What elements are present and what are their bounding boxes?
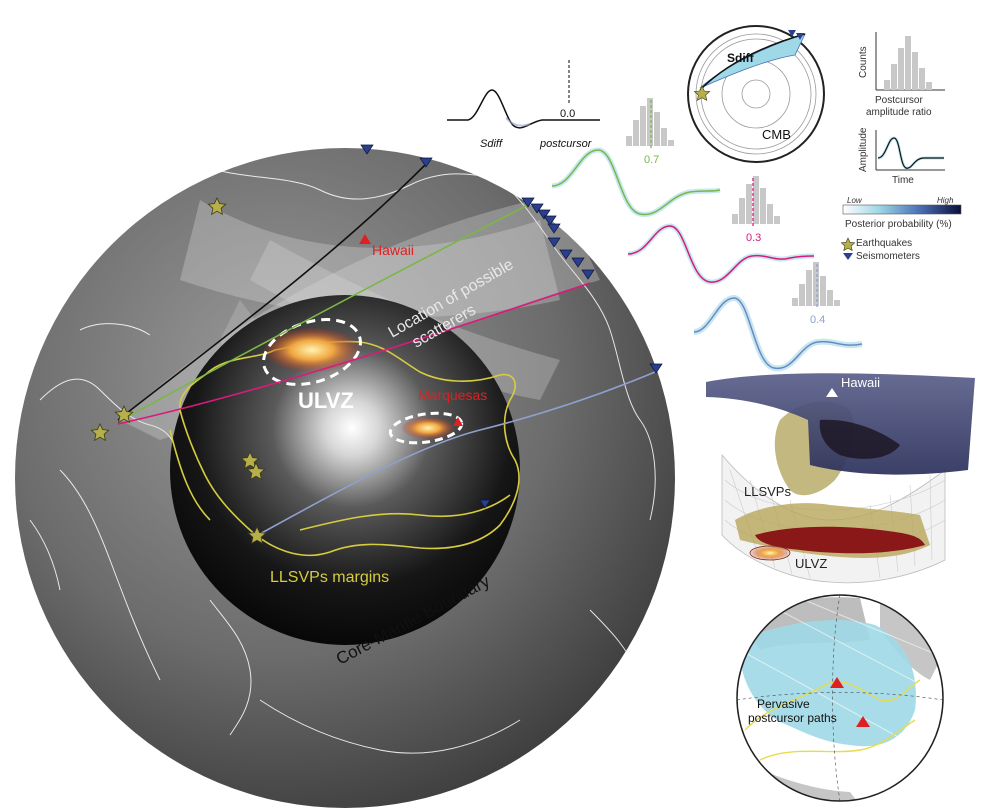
seismometer-icon [537,209,551,220]
seismometer-icon [571,257,585,268]
green-path-value: 0.7 [644,154,659,166]
ray-path-green [117,204,529,423]
ray-diagram-station-icon [788,30,804,40]
map-inset-border [736,594,944,802]
ray-path-black [117,164,426,421]
pink-trace [627,225,815,283]
hawaii-marker-icon [359,234,371,244]
map-marquesas-marker-icon [856,716,870,727]
seismometer-icon [530,203,544,214]
map-hawaii-marker-icon [830,677,844,688]
model-hawaii-marker-icon [826,388,838,397]
model-llsvps-label: LLSVPs [744,484,791,499]
legend-amplitude-label: Amplitude [858,127,869,172]
green-trace-envelope [551,147,721,217]
map-land-right [880,600,943,680]
earthquake-stars [90,197,267,545]
legend-earthquake-icon [840,237,856,252]
sdiff-reference-envelope [505,117,531,127]
seismometer-icon [547,237,561,248]
core-sphere [170,295,520,645]
ulvz-ellipse-large [262,318,362,386]
pink-path-value: 0.3 [746,232,761,244]
histogram-blue [792,262,840,306]
seismometer-icon [649,363,663,374]
earthquake-star-icon [90,423,110,442]
seismometer-icon [543,215,557,226]
colorbar-high-label: High [937,196,954,205]
seismometer-icon [479,499,491,509]
map-inset-label-2: postcursor paths [748,711,837,725]
legend-counts-label: Counts [858,46,869,78]
seismometer-icon [360,144,374,155]
llsvp-margins-label: LLSVPs margins [270,569,389,586]
ray-path-pink [117,282,591,425]
sdiff-trace-label: Sdiff [480,138,503,150]
legend-amplitude-trace [877,137,944,169]
ray-diagram-sdiff-label: Sdiff [727,51,755,65]
earthquake-star-icon [240,451,260,470]
earthquake-star-icon [114,405,134,424]
seismometer-triangles [360,144,663,509]
ulvz-label: ULVZ [298,388,354,413]
reference-value: 0.0 [560,108,575,120]
marquesas-label: Marquesas [418,387,487,403]
ulvz-hotspot-marquesas [402,417,454,439]
earthquake-star-icon [207,197,227,216]
ulvz-hotspot-hawaii [264,328,360,372]
seismometer-icon [521,197,535,208]
ray-diagram-cmb-label: CMB [762,127,791,142]
seismometer-icon [547,223,561,234]
model-ulvz-blob [749,545,791,561]
seismometer-icon [559,249,573,260]
colorbar-low-label: Low [847,196,863,205]
map-inset-label-1: Pervasive [757,697,810,711]
legend-histogram [884,36,932,90]
marquesas-marker-icon [453,417,463,426]
earthquake-star-icon [247,526,267,545]
model-plume [819,419,900,459]
map-llsvp-margins [744,679,921,761]
histogram-pink [732,176,780,224]
ray-diagram: Sdiff CMB [687,25,825,163]
blue-path-value: 0.4 [810,314,825,326]
waveform-panel: 0.0 Sdiff postcursor 0.7 0.3 0.4 [447,60,863,372]
model-hawaii-label: Hawaii [841,375,880,390]
model-ulvz-label: ULVZ [795,556,827,571]
colorbar-title: Posterior probability (%) [845,219,952,230]
colorbar [842,204,962,215]
ray-diagram-earthquake-icon [693,85,711,101]
legend-earthquakes-label: Earthquakes [856,238,912,249]
postcursor-trace-label: postcursor [539,138,593,150]
seismometer-icon [581,269,595,280]
legend-hist-xlabel-2: amplitude ratio [866,107,932,118]
legend-time-label: Time [892,175,914,186]
ray-diagram-sdiff-path [699,33,806,91]
seismometer-icon [419,157,433,168]
legend-seismometers-label: Seismometers [856,251,920,262]
ulvz-ellipse-small [388,411,464,445]
histogram-green [626,98,674,146]
map-inset: Pervasive postcursor paths [736,594,944,802]
hawaii-label: Hawaii [372,242,414,258]
blue-trace [693,297,863,369]
legend: Counts Postcursor amplitude ratio Amplit… [840,32,962,262]
legend-seismometer-icon [843,253,853,260]
main-globe: Hawaii Marquesas ULVZ Location of possib… [15,144,675,808]
sdiff-reference-trace [447,89,600,129]
earthquake-star-icon [246,462,266,481]
green-trace [551,149,721,216]
model-3d-panel: Hawaii LLSVPs ULVZ [706,373,975,584]
legend-hist-xlabel-1: Postcursor [875,95,923,106]
ray-path-blue [257,371,656,536]
llsvp-core-red [755,526,925,554]
ray-diagram-earth [687,25,825,163]
